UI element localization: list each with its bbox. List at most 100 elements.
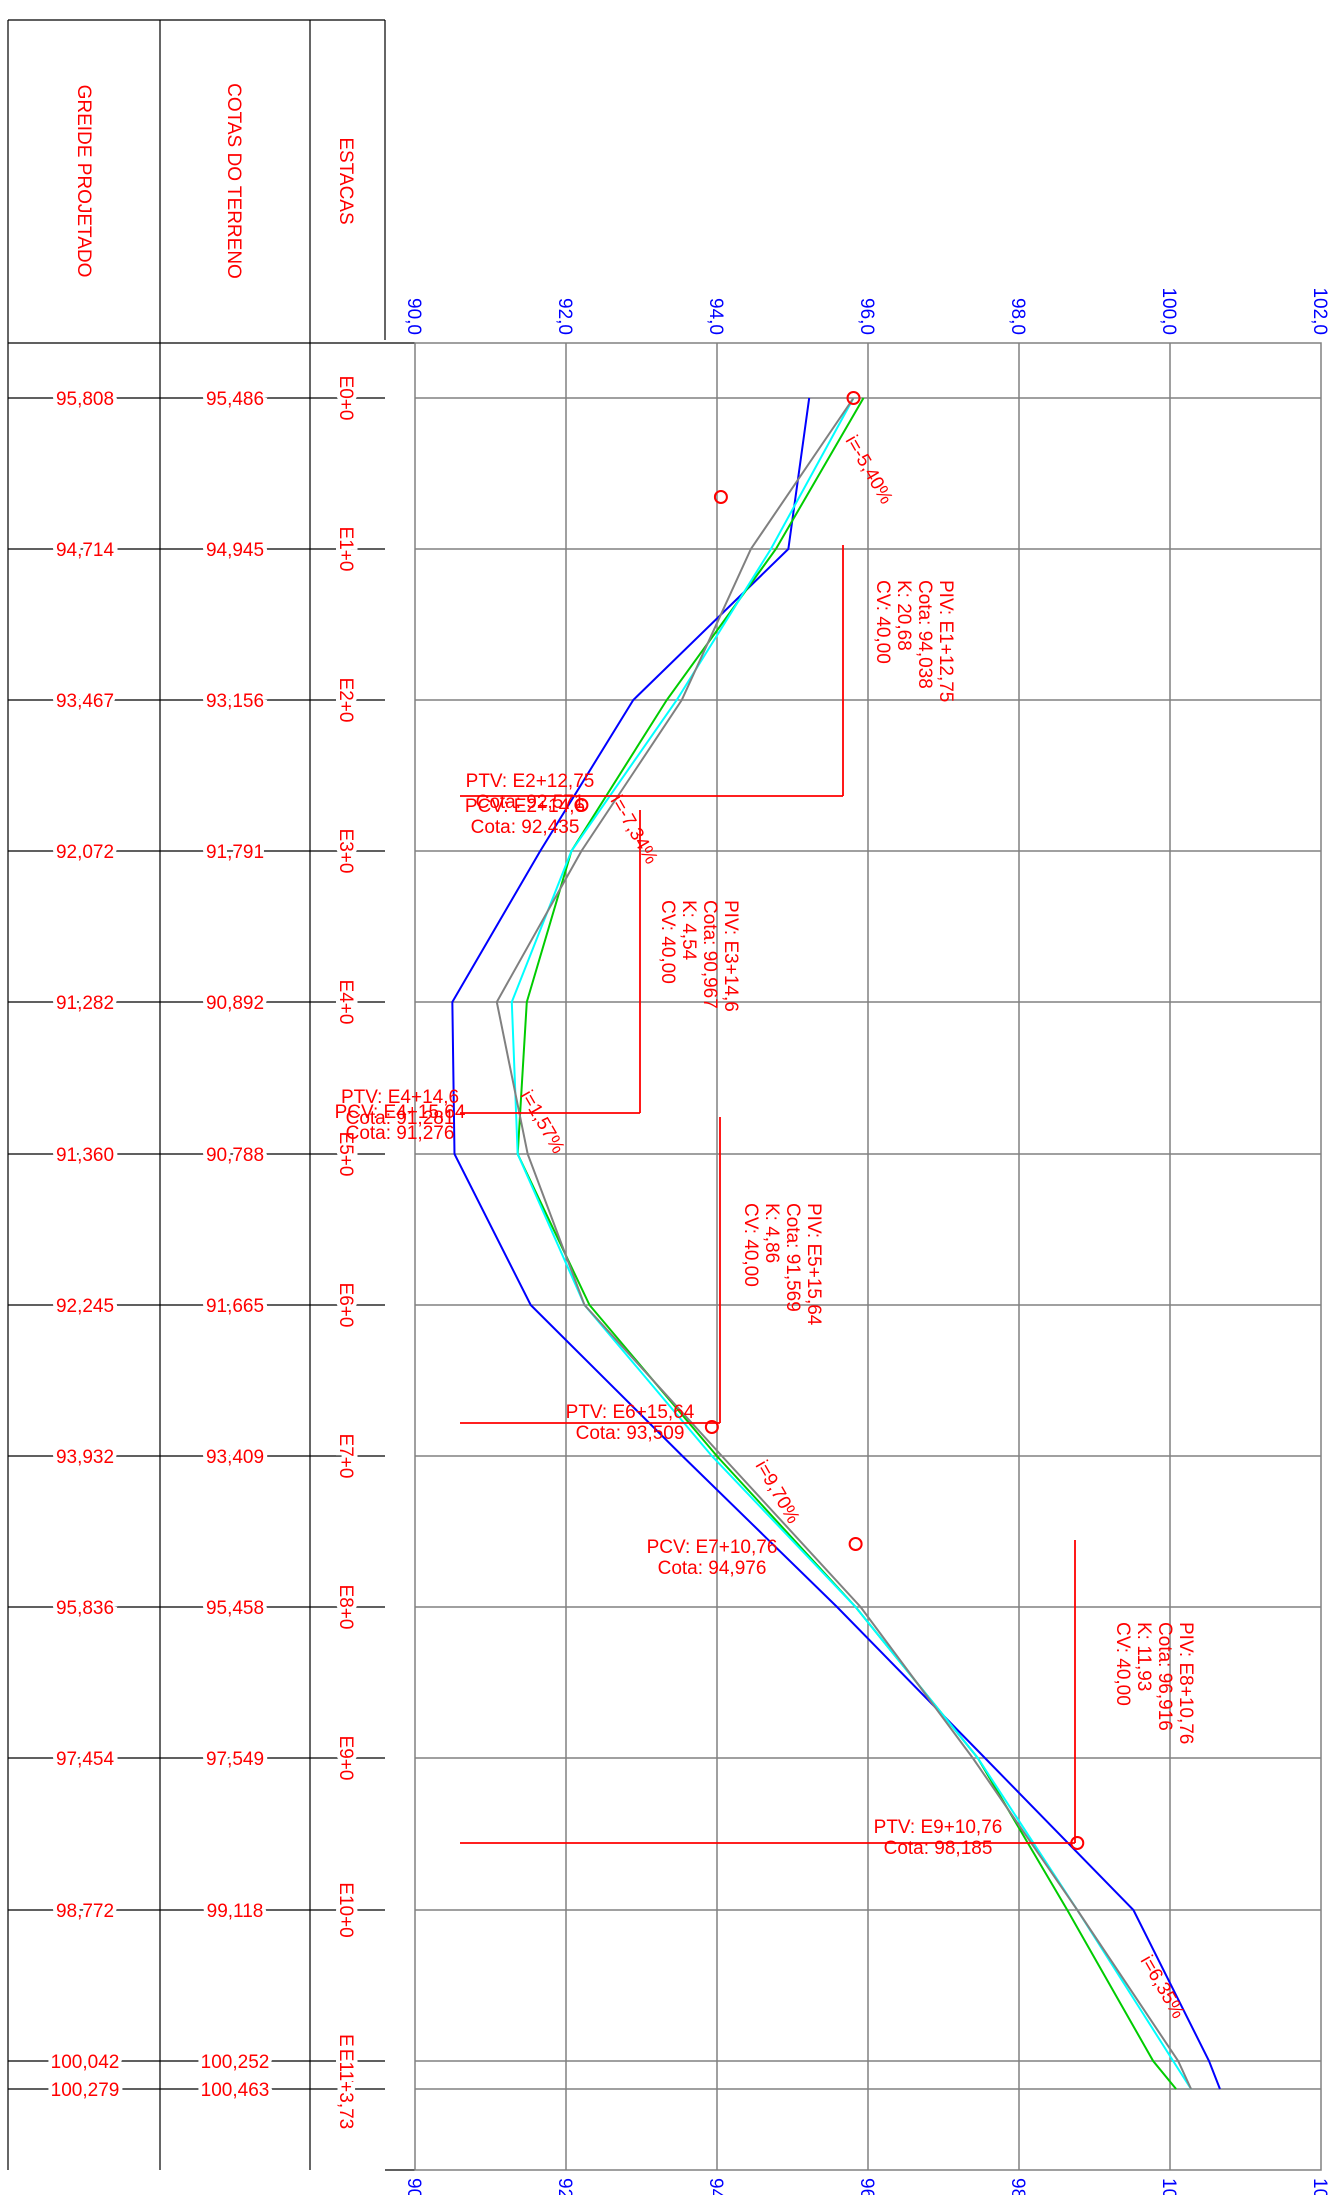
station-label: E11+3,73 — [335, 2049, 356, 2129]
annotation-line: Cota: 90,967 — [699, 900, 720, 1009]
table-row: 91,360 90,788 E5+0 — [8, 1128, 385, 1180]
station-label: E3+0 — [335, 829, 356, 874]
elevation-tick-label-top: 102,0 — [1309, 287, 1330, 335]
elevation-tick-label-top: 94,0 — [705, 298, 726, 335]
greide-value: 91,360 — [56, 1145, 114, 1166]
terreno-value: 91,665 — [206, 1296, 264, 1317]
point-label-line: Cota: 91,281 — [346, 1108, 455, 1129]
elevation-scale-bottom: 90,0 92,0 94,0 96,0 98,0 100,0 102,0 — [403, 2178, 1330, 2195]
elevation-tick-label-bottom: 90,0 — [403, 2178, 424, 2195]
point-label-line: Cota: 93,509 — [576, 1423, 685, 1444]
point-label-line: Cota: 98,185 — [884, 1838, 993, 1859]
elevation-tick-label-bottom: 94,0 — [705, 2178, 726, 2195]
elevation-tick-label-top: 90,0 — [403, 298, 424, 335]
table-row: 98,772 99,118 E10+0 — [8, 1878, 385, 1942]
station-label: E6+0 — [335, 1283, 356, 1328]
station-label: E2+0 — [335, 678, 356, 723]
header-greide-projetado: GREIDE PROJETADO — [73, 85, 94, 278]
station-label: E10+0 — [335, 1882, 356, 1937]
greide-value: 92,072 — [56, 842, 114, 863]
table-row: 91,282 90,892 E4+0 — [8, 976, 385, 1028]
elevation-tick-label-bottom: 92,0 — [554, 2178, 575, 2195]
annotation-line: PIV: E5+15,64 — [803, 1203, 824, 1326]
point-label-line: PTV: E2+12,75 — [466, 771, 595, 792]
table-row: 94,714 94,945 E1+0 — [8, 523, 385, 575]
annotation-line: Cota: 94,038 — [914, 580, 935, 689]
point-label-line: Cota: 92,435 — [471, 817, 580, 838]
annotation-line: CV: 40,00 — [1112, 1622, 1133, 1706]
greide-value: 98,772 — [56, 1901, 114, 1922]
station-label: E7+0 — [335, 1434, 356, 1479]
elevation-tick-label-top: 100,0 — [1158, 287, 1179, 335]
point-label-line: PCV: E2+14,6 — [465, 796, 585, 817]
terreno-value: 95,458 — [206, 1598, 264, 1619]
annotation-line: Cota: 91,569 — [782, 1203, 803, 1312]
profile-lines — [451, 391, 1221, 2090]
header-cotas-do-terreno: COTAS DO TERRENO — [223, 83, 244, 279]
grade-label: i=1,57% — [516, 1087, 569, 1158]
terreno-value: 91,791 — [206, 842, 264, 863]
station-label: E8+0 — [335, 1585, 356, 1630]
alternate-profile-line — [516, 397, 1177, 2090]
annotation-line: PIV: E8+10,76 — [1175, 1622, 1196, 1744]
station-label: E4+0 — [335, 980, 356, 1025]
annotation-line: K: 4,86 — [761, 1203, 782, 1263]
station-label: E0+0 — [335, 376, 356, 421]
table-row: 92,245 91,665 E6+0 — [8, 1279, 385, 1331]
elevation-tick-label-top: 96,0 — [856, 298, 877, 335]
point-label-line: Cota: 92,571 — [476, 792, 585, 813]
elevation-tick-label-top: 92,0 — [554, 298, 575, 335]
grade-tangent-line — [495, 397, 1192, 2090]
curve-point-marker — [704, 1420, 719, 1434]
elevation-tick-label-bottom: 100,0 — [1158, 2178, 1179, 2195]
greide-value: 93,467 — [56, 691, 114, 712]
station-label: E9+0 — [335, 1736, 356, 1781]
elevation-tick-label-top: 98,0 — [1007, 298, 1028, 335]
terreno-value: 100,252 — [201, 2052, 270, 2073]
point-label-line: Cota: 94,976 — [658, 1558, 767, 1579]
greide-value: 95,836 — [56, 1598, 114, 1619]
curve-point-marker — [848, 1537, 863, 1551]
grade-label: i=-7,34% — [606, 792, 662, 868]
point-label-line: Cota: 91,276 — [346, 1123, 455, 1144]
projected-profile-curve — [510, 397, 1192, 2090]
annotation-line: CV: 40,00 — [657, 900, 678, 984]
greide-value: 100,279 — [51, 2080, 120, 2101]
greide-value: 97,454 — [56, 1749, 115, 1770]
elevation-grid — [414, 342, 1322, 2171]
greide-value: 95,808 — [56, 389, 114, 410]
table-row: 93,932 93,409 E7+0 — [8, 1430, 385, 1482]
greide-value: 93,932 — [56, 1447, 114, 1468]
terreno-value: 94,945 — [206, 540, 264, 561]
terreno-value: 90,788 — [206, 1145, 264, 1166]
greide-value: 91,282 — [56, 993, 114, 1014]
station-label: E1+0 — [335, 527, 356, 572]
terreno-value: 93,409 — [206, 1447, 264, 1468]
grade-label: i=6,35% — [1136, 1952, 1189, 2023]
annotation-line: Cota: 96,916 — [1154, 1622, 1175, 1731]
curve-point-marker — [574, 798, 589, 812]
point-label-line: PCV: E4+15,64 — [335, 1102, 466, 1123]
table-row: 92,072 91,791 E3+0 — [8, 825, 385, 877]
table-row: 95,836 95,458 E8+0 — [8, 1581, 385, 1633]
greide-value: 100,042 — [51, 2052, 120, 2073]
annotation-line: CV: 40,00 — [872, 580, 893, 664]
point-label-line: PCV: E7+10,76 — [647, 1537, 778, 1558]
data-table: GREIDE PROJETADO COTAS DO TERRENO ESTACA… — [7, 19, 415, 2171]
table-row: 100,279 100,463 E11+3,73 — [8, 2045, 385, 2133]
annotation-line: PIV: E3+14,6 — [720, 900, 741, 1012]
table-row: 97,454 97,549 E9+0 — [8, 1732, 385, 1784]
elevation-scale-top: 90,0 92,0 94,0 96,0 98,0 100,0 102,0 — [403, 287, 1330, 335]
header-estacas: ESTACAS — [335, 137, 356, 224]
curve-point-marker — [846, 391, 861, 405]
station-label: E11+0 — [335, 2034, 356, 2088]
